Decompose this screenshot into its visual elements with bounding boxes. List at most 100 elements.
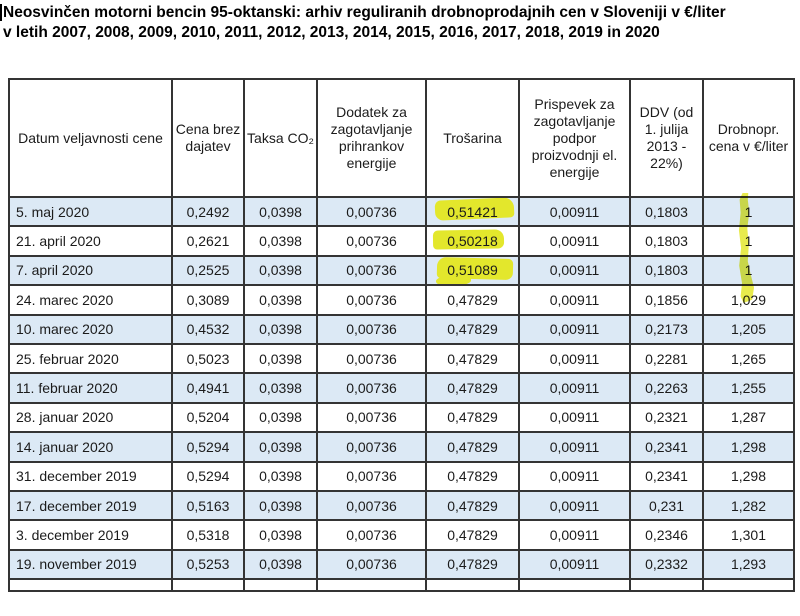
table-row: 24. marec 2020 0,3089 0,0398 0,00736 0,47829… bbox=[8, 284, 795, 316]
cell-prispevek-el-energija: 0,00911 bbox=[518, 548, 631, 581]
cell-cena-brez-dajatev: 0,5294 bbox=[171, 431, 245, 463]
cell-dodatek-prihranki-energije: 0,00736 bbox=[316, 284, 427, 316]
cell-empty bbox=[425, 578, 520, 593]
cell-drobnoprodajna-cena: 1 bbox=[702, 225, 795, 257]
price-table-container: Datum veljavnosti cene Cena brez dajatev T… bbox=[8, 78, 795, 593]
cell-trosarina: 0,50218 bbox=[425, 225, 520, 257]
cell-cena-brez-dajatev: 0,4532 bbox=[171, 313, 245, 345]
cell-empty bbox=[702, 578, 795, 593]
cell-prispevek-el-energija: 0,00911 bbox=[518, 313, 631, 345]
cell-datum-veljavnosti: 3. december 2019 bbox=[8, 519, 173, 551]
cell-cena-brez-dajatev: 0,2621 bbox=[171, 225, 245, 257]
cell-empty bbox=[518, 578, 631, 593]
cell-cena-brez-dajatev: 0,5163 bbox=[171, 489, 245, 522]
cell-cena-brez-dajatev: 0,2492 bbox=[171, 195, 245, 228]
cell-drobnoprodajna-cena: 1,287 bbox=[702, 401, 795, 434]
highlighted-trosarina-value: 0,51089 bbox=[442, 261, 503, 279]
cell-prispevek-el-energija: 0,00911 bbox=[518, 342, 631, 375]
table-row: 21. april 2020 0,2621 0,0398 0,00736 0,50218… bbox=[8, 225, 795, 257]
cell-taksa-co2: 0,0398 bbox=[243, 313, 318, 345]
cell-datum-veljavnosti: 11. februar 2020 bbox=[8, 372, 173, 404]
column-header-dodatek-prihranki-energije: Dodatek za zagotavljanje prihrankov ener… bbox=[316, 78, 427, 198]
cell-trosarina: 0,47829 bbox=[425, 431, 520, 463]
cell-cena-brez-dajatev: 0,5023 bbox=[171, 342, 245, 375]
text-cursor bbox=[0, 4, 2, 21]
cell-datum-veljavnosti: 5. maj 2020 bbox=[8, 195, 173, 228]
cell-drobnoprodajna-cena: 1,282 bbox=[702, 489, 795, 522]
table-row: 7. april 2020 0,2525 0,0398 0,00736 0,51089 0… bbox=[8, 254, 795, 287]
cell-trosarina: 0,47829 bbox=[425, 460, 520, 492]
cell-cena-brez-dajatev: 0,4941 bbox=[171, 372, 245, 404]
cell-trosarina: 0,51089 bbox=[425, 254, 520, 287]
cell-datum-veljavnosti: 19. november 2019 bbox=[8, 548, 173, 581]
cell-taksa-co2: 0,0398 bbox=[243, 372, 318, 404]
cell-datum-veljavnosti: 28. januar 2020 bbox=[8, 401, 173, 434]
cell-cena-brez-dajatev: 0,3089 bbox=[171, 284, 245, 316]
cell-datum-veljavnosti: 31. december 2019 bbox=[8, 460, 173, 492]
cell-prispevek-el-energija: 0,00911 bbox=[518, 519, 631, 551]
cell-taksa-co2: 0,0398 bbox=[243, 460, 318, 492]
cell-ddv: 0,2173 bbox=[629, 313, 704, 345]
cell-trosarina: 0,47829 bbox=[425, 519, 520, 551]
cell-prispevek-el-energija: 0,00911 bbox=[518, 195, 631, 228]
cell-prispevek-el-energija: 0,00911 bbox=[518, 489, 631, 522]
table-row: 31. december 2019 0,5294 0,0398 0,00736 0,47… bbox=[8, 460, 795, 492]
column-header-prispevek-el-energija: Prispevek za zagotavljanje podpor proizv… bbox=[518, 78, 631, 198]
cell-ddv: 0,2346 bbox=[629, 519, 704, 551]
column-header-taksa-co2: Taksa CO₂ bbox=[243, 78, 318, 198]
cell-ddv: 0,2281 bbox=[629, 342, 704, 375]
cell-trosarina: 0,47829 bbox=[425, 489, 520, 522]
cell-cena-brez-dajatev: 0,5253 bbox=[171, 548, 245, 581]
cell-drobnoprodajna-cena: 1,029 bbox=[702, 284, 795, 316]
cell-taksa-co2: 0,0398 bbox=[243, 519, 318, 551]
cell-taksa-co2: 0,0398 bbox=[243, 254, 318, 287]
table-row: 14. januar 2020 0,5294 0,0398 0,00736 0,4782… bbox=[8, 431, 795, 463]
cell-empty bbox=[316, 578, 427, 593]
cell-datum-veljavnosti: 25. februar 2020 bbox=[8, 342, 173, 375]
cell-drobnoprodajna-cena: 1,205 bbox=[702, 313, 795, 345]
cell-datum-veljavnosti: 21. april 2020 bbox=[8, 225, 173, 257]
cell-trosarina: 0,47829 bbox=[425, 548, 520, 581]
cell-drobnoprodajna-cena: 1,293 bbox=[702, 548, 795, 581]
cell-empty bbox=[171, 578, 245, 593]
column-header-drobnoprodajna-cena: Drobnopr. cena v €/liter bbox=[702, 78, 795, 198]
cell-dodatek-prihranki-energije: 0,00736 bbox=[316, 195, 427, 228]
table-row-partial bbox=[8, 578, 795, 593]
table-row: 25. februar 2020 0,5023 0,0398 0,00736 0,478… bbox=[8, 342, 795, 375]
cell-ddv: 0,1803 bbox=[629, 254, 704, 287]
cell-taksa-co2: 0,0398 bbox=[243, 401, 318, 434]
table-row: 28. januar 2020 0,5204 0,0398 0,00736 0,4782… bbox=[8, 401, 795, 434]
cell-drobnoprodajna-cena: 1,265 bbox=[702, 342, 795, 375]
highlighted-trosarina-value: 0,50218 bbox=[442, 232, 503, 250]
cell-taksa-co2: 0,0398 bbox=[243, 225, 318, 257]
cell-dodatek-prihranki-energije: 0,00736 bbox=[316, 489, 427, 522]
cell-trosarina: 0,47829 bbox=[425, 342, 520, 375]
table-row: 5. maj 2020 0,2492 0,0398 0,00736 0,51421 0,0… bbox=[8, 195, 795, 228]
cell-ddv: 0,1803 bbox=[629, 195, 704, 228]
cell-dodatek-prihranki-energije: 0,00736 bbox=[316, 460, 427, 492]
cell-prispevek-el-energija: 0,00911 bbox=[518, 460, 631, 492]
cell-ddv: 0,2341 bbox=[629, 460, 704, 492]
cell-dodatek-prihranki-energije: 0,00736 bbox=[316, 519, 427, 551]
cell-empty bbox=[243, 578, 318, 593]
table-row: 11. februar 2020 0,4941 0,0398 0,00736 0,478… bbox=[8, 372, 795, 404]
cell-dodatek-prihranki-energije: 0,00736 bbox=[316, 254, 427, 287]
cell-cena-brez-dajatev: 0,5204 bbox=[171, 401, 245, 434]
cell-ddv: 0,2341 bbox=[629, 431, 704, 463]
cell-drobnoprodajna-cena: 1,255 bbox=[702, 372, 795, 404]
cell-datum-veljavnosti: 17. december 2019 bbox=[8, 489, 173, 522]
table-row: 10. marec 2020 0,4532 0,0398 0,00736 0,47829… bbox=[8, 313, 795, 345]
cell-trosarina: 0,47829 bbox=[425, 284, 520, 316]
table-row: 17. december 2019 0,5163 0,0398 0,00736 0,47… bbox=[8, 489, 795, 522]
cell-cena-brez-dajatev: 0,5294 bbox=[171, 460, 245, 492]
table-header-row: Datum veljavnosti cene Cena brez dajatev T… bbox=[8, 78, 795, 198]
cell-ddv: 0,2332 bbox=[629, 548, 704, 581]
cell-ddv: 0,2263 bbox=[629, 372, 704, 404]
column-header-trosarina: Trošarina bbox=[425, 78, 520, 198]
cell-ddv: 0,1803 bbox=[629, 225, 704, 257]
cell-trosarina: 0,47829 bbox=[425, 372, 520, 404]
cell-dodatek-prihranki-energije: 0,00736 bbox=[316, 313, 427, 345]
cell-dodatek-prihranki-energije: 0,00736 bbox=[316, 225, 427, 257]
cell-datum-veljavnosti: 24. marec 2020 bbox=[8, 284, 173, 316]
